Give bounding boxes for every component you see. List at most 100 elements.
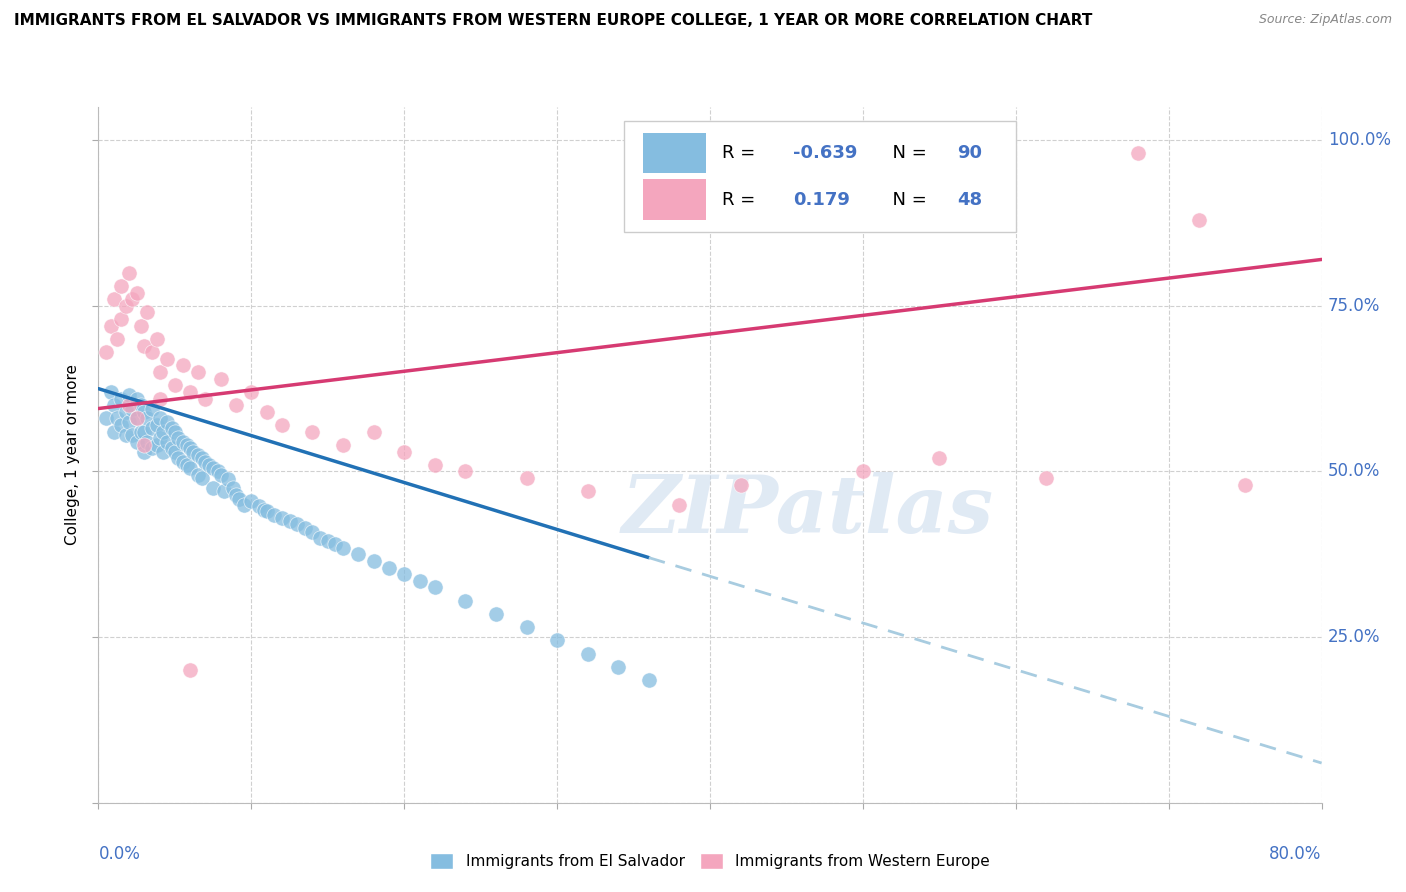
Point: [129, 318, 152, 333]
Point: [301, 525, 323, 540]
Text: 0.179: 0.179: [793, 191, 851, 209]
Text: N =: N =: [882, 144, 932, 162]
Text: 75.0%: 75.0%: [1327, 297, 1381, 315]
Text: R =: R =: [723, 191, 768, 209]
Point: [179, 384, 201, 399]
Y-axis label: College, 1 year or more: College, 1 year or more: [65, 365, 80, 545]
Point: [332, 541, 354, 555]
Point: [325, 537, 347, 551]
Point: [240, 494, 263, 508]
Point: [187, 467, 209, 482]
Point: [454, 593, 477, 607]
Text: 90: 90: [957, 144, 983, 162]
Point: [256, 405, 278, 419]
Point: [100, 318, 122, 333]
Point: [134, 405, 156, 419]
Point: [115, 299, 138, 313]
Legend: Immigrants from El Salvador, Immigrants from Western Europe: Immigrants from El Salvador, Immigrants …: [425, 847, 995, 875]
Text: 100.0%: 100.0%: [1327, 131, 1391, 149]
Text: 0.0%: 0.0%: [98, 845, 141, 863]
Point: [141, 442, 163, 456]
Point: [103, 398, 125, 412]
Point: [232, 498, 254, 512]
Point: [212, 484, 235, 499]
Point: [145, 332, 167, 346]
Text: 48: 48: [957, 191, 983, 209]
Point: [94, 411, 117, 425]
Point: [222, 481, 245, 495]
Point: [1188, 212, 1211, 227]
Point: [118, 266, 141, 280]
Point: [668, 498, 690, 512]
Point: [285, 517, 308, 532]
Point: [136, 434, 159, 449]
Point: [347, 547, 370, 561]
Point: [607, 660, 630, 674]
Point: [191, 451, 214, 466]
Point: [256, 504, 278, 518]
Point: [110, 312, 132, 326]
Point: [121, 401, 143, 416]
Point: [134, 425, 156, 439]
Point: [145, 438, 167, 452]
Point: [134, 444, 156, 458]
Point: [378, 560, 401, 574]
Point: [94, 345, 117, 359]
Point: [228, 492, 250, 507]
Point: [121, 292, 143, 306]
Point: [187, 365, 209, 379]
Point: [134, 438, 156, 452]
Point: [141, 345, 163, 359]
Point: [516, 620, 538, 634]
Point: [172, 434, 194, 449]
Point: [1128, 146, 1150, 161]
Point: [129, 398, 152, 412]
FancyBboxPatch shape: [624, 121, 1015, 232]
Point: [194, 392, 217, 406]
Point: [294, 521, 316, 535]
Point: [454, 465, 477, 479]
Point: [163, 425, 186, 439]
Point: [301, 425, 323, 439]
Point: [136, 305, 159, 319]
Point: [179, 663, 201, 677]
Point: [928, 451, 950, 466]
Point: [149, 365, 172, 379]
Point: [516, 471, 538, 485]
Point: [115, 405, 138, 419]
Point: [152, 444, 174, 458]
FancyBboxPatch shape: [643, 179, 706, 219]
Point: [191, 471, 214, 485]
Point: [263, 508, 285, 522]
Point: [110, 279, 132, 293]
Point: [209, 467, 232, 482]
Point: [240, 384, 263, 399]
Point: [172, 454, 194, 468]
Point: [118, 398, 141, 412]
Point: [852, 465, 875, 479]
Text: N =: N =: [882, 191, 932, 209]
Text: 80.0%: 80.0%: [1270, 845, 1322, 863]
Point: [105, 332, 128, 346]
Point: [118, 388, 141, 402]
Point: [363, 554, 385, 568]
Point: [270, 511, 292, 525]
Text: Source: ZipAtlas.com: Source: ZipAtlas.com: [1258, 13, 1392, 27]
Point: [179, 461, 201, 475]
Point: [423, 581, 446, 595]
Point: [197, 458, 219, 472]
Point: [103, 292, 125, 306]
Point: [156, 415, 179, 429]
Point: [225, 488, 247, 502]
Point: [125, 411, 148, 425]
Text: 50.0%: 50.0%: [1327, 462, 1381, 481]
Point: [156, 351, 179, 366]
Point: [167, 451, 190, 466]
Text: 25.0%: 25.0%: [1327, 628, 1381, 646]
Point: [100, 384, 122, 399]
Point: [225, 398, 247, 412]
Point: [125, 285, 148, 300]
Point: [270, 418, 292, 433]
Point: [576, 484, 599, 499]
Point: [105, 411, 128, 425]
